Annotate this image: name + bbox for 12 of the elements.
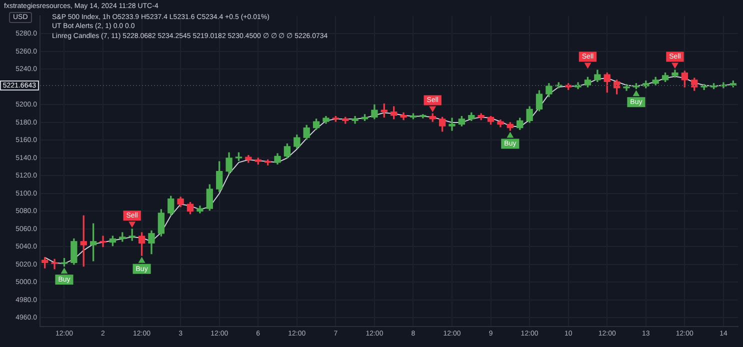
point [430,106,436,112]
candlestick [623,84,630,91]
point [61,268,68,274]
point [507,132,514,138]
point [672,62,678,68]
point [138,257,145,263]
candlestick [51,258,58,270]
candlestick [100,236,106,248]
point [633,90,640,96]
point [584,62,591,68]
candlestick [448,118,456,131]
point [129,222,136,228]
